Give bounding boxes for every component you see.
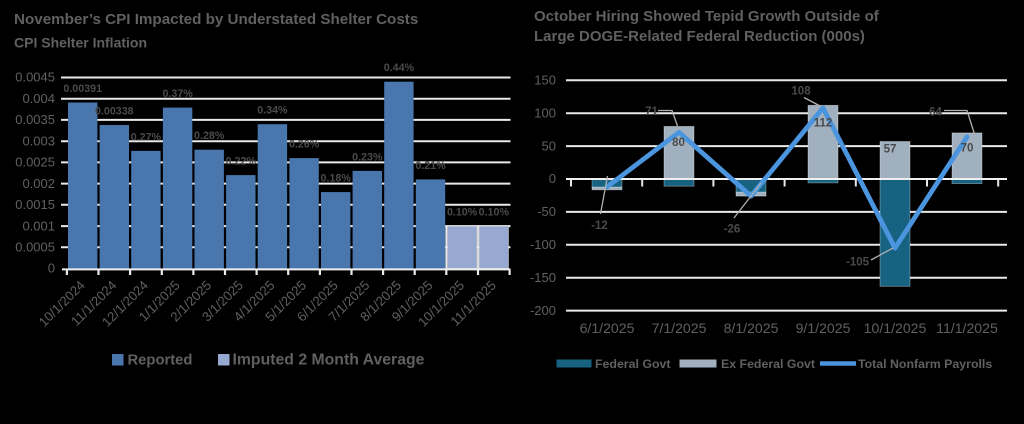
svg-text:100: 100 xyxy=(534,105,556,120)
svg-text:0.003: 0.003 xyxy=(22,133,55,148)
svg-text:October Hiring Showed Tepid Gr: October Hiring Showed Tepid Growth Outsi… xyxy=(534,8,880,25)
svg-text:0.002: 0.002 xyxy=(22,176,55,191)
svg-text:-26: -26 xyxy=(724,224,741,236)
svg-text:CPI Shelter Inflation: CPI Shelter Inflation xyxy=(14,35,147,51)
svg-text:6/1/2025: 6/1/2025 xyxy=(580,320,635,336)
svg-text:0.0005: 0.0005 xyxy=(15,240,55,255)
svg-text:Total Nonfarm Payrolls: Total Nonfarm Payrolls xyxy=(858,357,992,371)
svg-text:0.001: 0.001 xyxy=(22,218,55,233)
svg-text:0: 0 xyxy=(549,171,556,186)
svg-text:November’s CPI Impacted by Und: November’s CPI Impacted by Understated S… xyxy=(14,11,418,28)
svg-text:0.37%: 0.37% xyxy=(162,88,193,100)
svg-text:8/1/2025: 8/1/2025 xyxy=(724,320,779,336)
svg-text:0.0025: 0.0025 xyxy=(15,155,55,170)
svg-text:112: 112 xyxy=(814,118,833,130)
svg-text:57: 57 xyxy=(884,144,897,156)
svg-text:Federal Govt: Federal Govt xyxy=(595,357,670,371)
svg-text:0.18%: 0.18% xyxy=(321,173,352,185)
svg-text:108: 108 xyxy=(791,86,811,98)
svg-text:Large DOGE-Related Federal Red: Large DOGE-Related Federal Reduction (00… xyxy=(534,28,865,45)
svg-text:-150: -150 xyxy=(530,270,556,285)
svg-text:0.00391: 0.00391 xyxy=(63,83,102,95)
svg-text:10/1/2025: 10/1/2025 xyxy=(864,320,927,336)
svg-text:70: 70 xyxy=(961,143,974,155)
svg-text:-12: -12 xyxy=(591,220,608,232)
svg-text:0.23%: 0.23% xyxy=(352,151,383,163)
svg-text:-105: -105 xyxy=(846,257,870,269)
svg-text:9/1/2025: 9/1/2025 xyxy=(796,320,851,336)
svg-text:0.00338: 0.00338 xyxy=(95,106,134,118)
svg-text:0.27%: 0.27% xyxy=(131,131,162,143)
svg-text:0.10%: 0.10% xyxy=(447,207,478,219)
svg-text:0.004: 0.004 xyxy=(22,91,55,106)
svg-text:Reported: Reported xyxy=(128,353,193,369)
svg-text:11/1/2025: 11/1/2025 xyxy=(936,320,998,336)
svg-text:0.0015: 0.0015 xyxy=(15,197,55,212)
svg-text:0.0045: 0.0045 xyxy=(15,70,55,85)
svg-text:7/1/2025: 7/1/2025 xyxy=(652,320,707,336)
svg-text:-100: -100 xyxy=(530,237,556,252)
svg-text:Imputed 2 Month Average: Imputed 2 Month Average xyxy=(233,352,425,369)
svg-text:0.44%: 0.44% xyxy=(384,62,415,74)
svg-text:-200: -200 xyxy=(530,303,556,318)
svg-text:64: 64 xyxy=(929,107,942,119)
svg-text:0.0035: 0.0035 xyxy=(15,112,55,127)
svg-text:0.10%: 0.10% xyxy=(479,207,510,219)
svg-text:Ex Federal Govt: Ex Federal Govt xyxy=(721,357,815,371)
svg-text:71: 71 xyxy=(645,106,658,118)
svg-text:0.26%: 0.26% xyxy=(289,139,320,151)
svg-text:0.22%: 0.22% xyxy=(226,156,257,168)
svg-text:0: 0 xyxy=(48,261,55,276)
svg-text:80: 80 xyxy=(672,137,685,149)
svg-text:150: 150 xyxy=(534,73,556,88)
svg-text:0.28%: 0.28% xyxy=(194,130,225,142)
svg-text:-50: -50 xyxy=(537,204,556,219)
svg-text:0.34%: 0.34% xyxy=(257,105,288,117)
svg-text:0.21%: 0.21% xyxy=(415,160,446,172)
svg-text:50: 50 xyxy=(542,138,556,153)
